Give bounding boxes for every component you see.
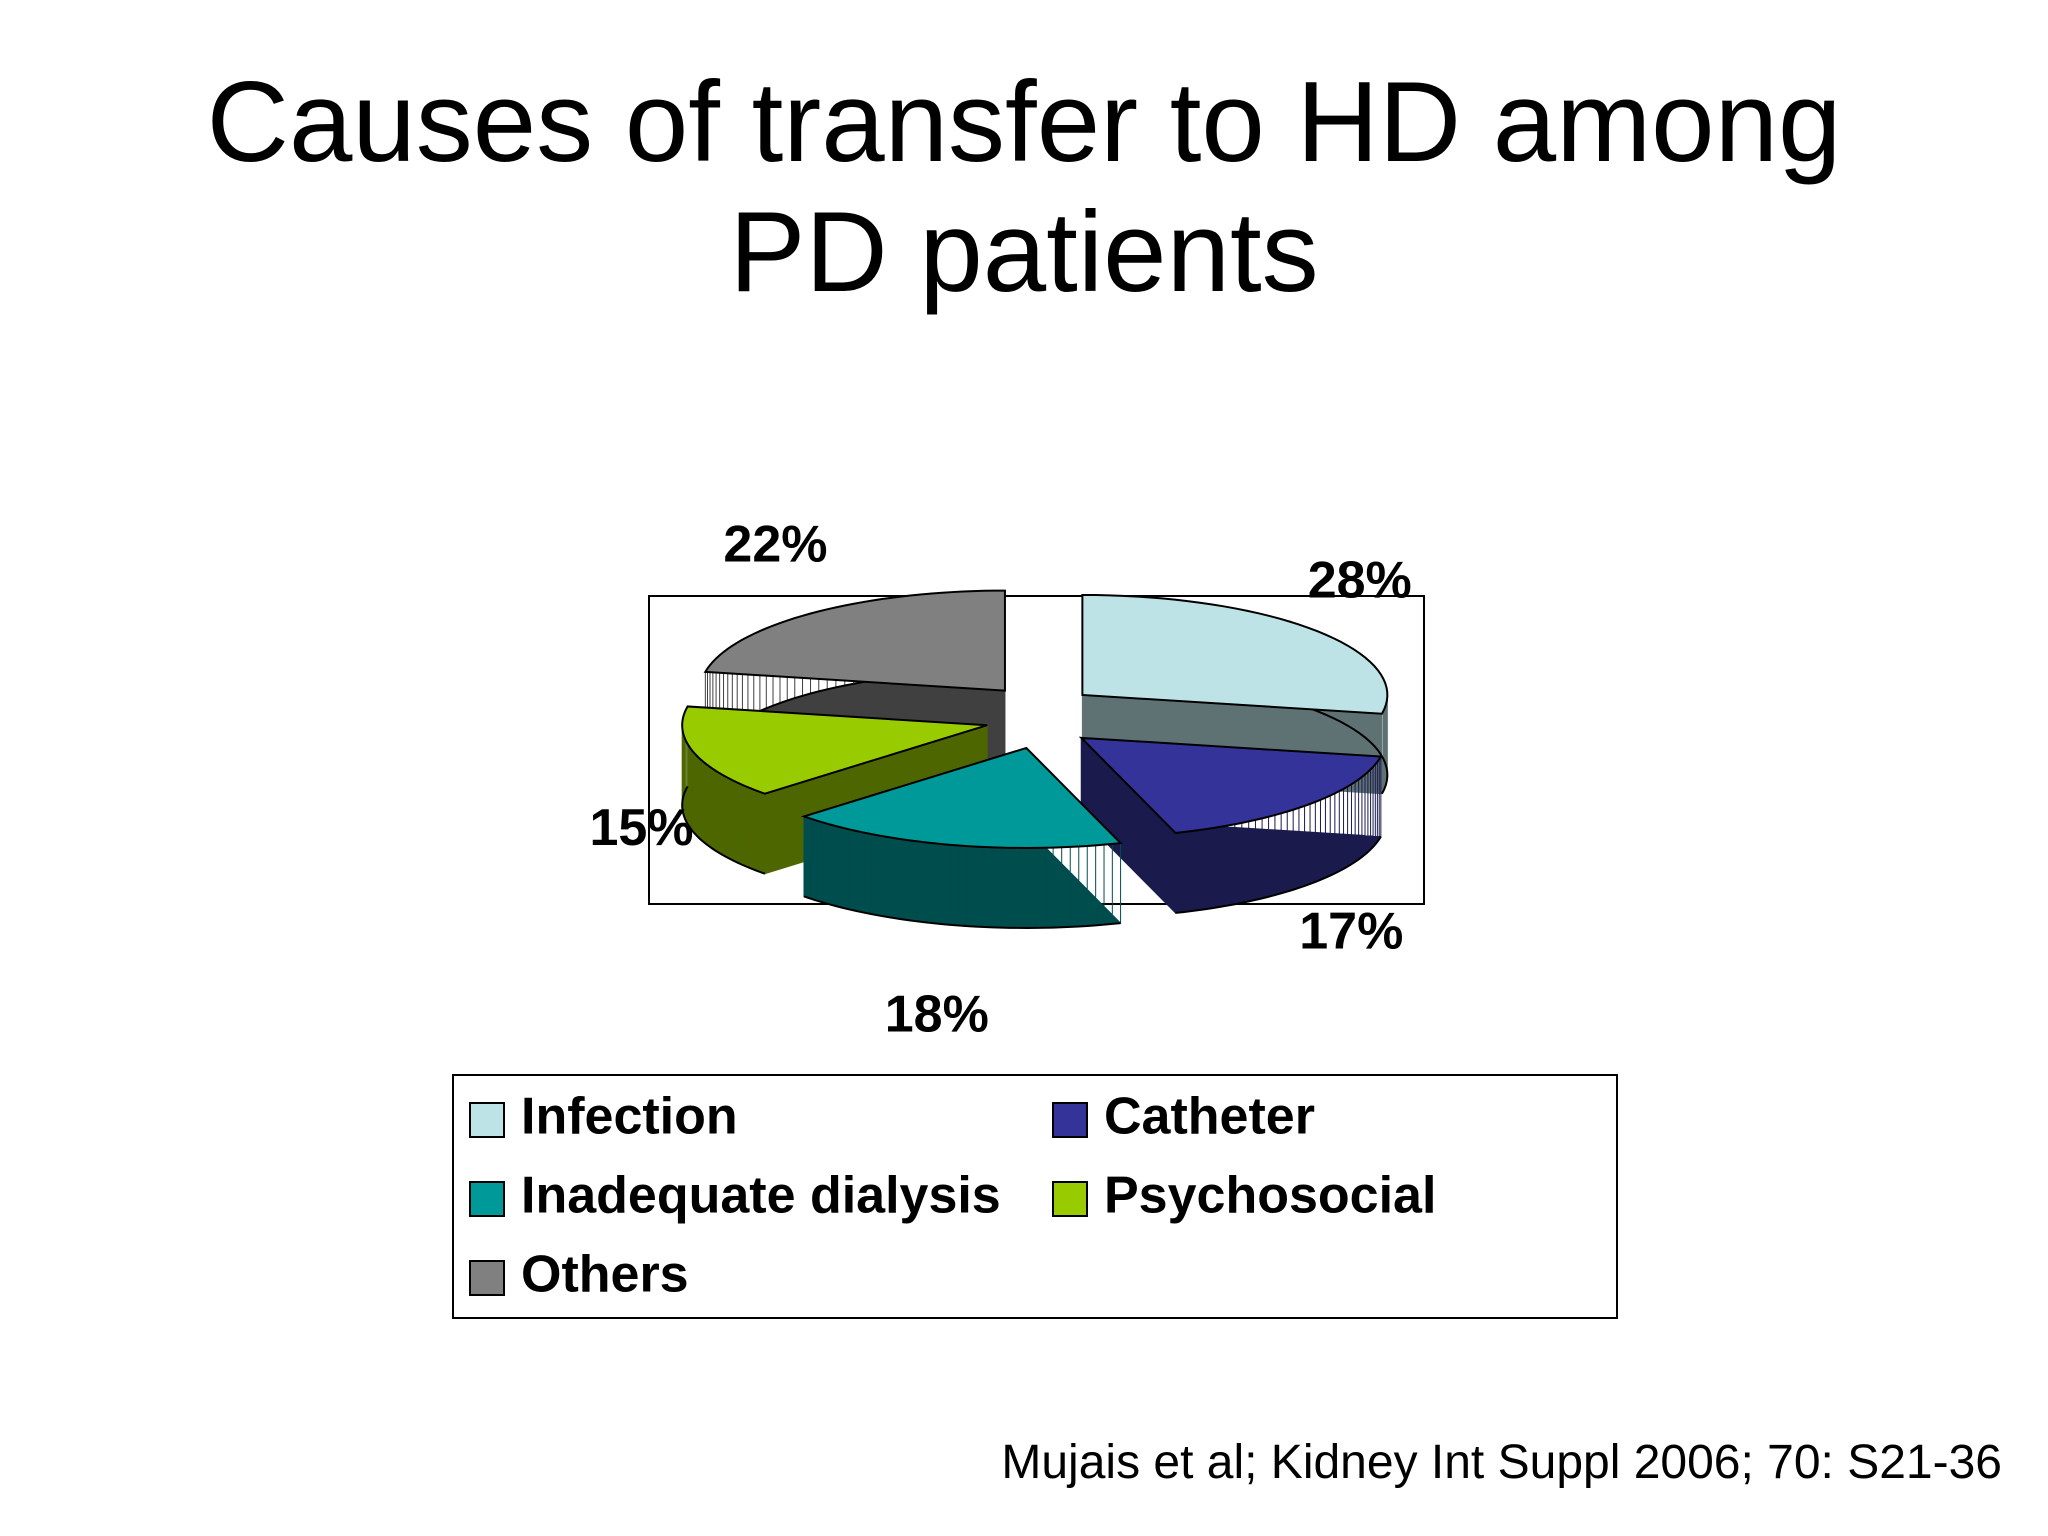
slice [1078,736,1383,834]
legend-swatch [1052,1181,1088,1217]
legend-swatch [469,1181,505,1217]
legend-label: Psychosocial [1104,1167,1436,1225]
legend-swatch [469,1260,505,1296]
slice-edge [803,895,1121,929]
slice-edge [1175,836,1382,914]
slice [800,746,1123,849]
value-label: 18% [885,985,989,1043]
legend-label: Infection [521,1088,738,1146]
slice [1081,593,1389,715]
legend-box [452,1074,1618,1319]
slice [681,705,988,795]
value-label: 22% [723,516,827,574]
legend-swatch [469,1102,505,1138]
slice-edge [681,785,766,875]
legend-label: Inadequate dialysis [521,1167,1001,1225]
slice [703,589,1006,692]
chart-title: Causes of transfer to HD among PD patien… [206,59,1842,316]
source-note: Mujais et al; Kidney Int Suppl 2006; 70:… [1001,1436,2002,1489]
legend-label: Others [521,1246,689,1304]
value-label: 28% [1308,552,1412,610]
value-label: 15% [589,799,693,857]
legend-swatch [1052,1102,1088,1138]
legend-label: Catheter [1104,1088,1315,1146]
value-label: 17% [1299,902,1403,960]
